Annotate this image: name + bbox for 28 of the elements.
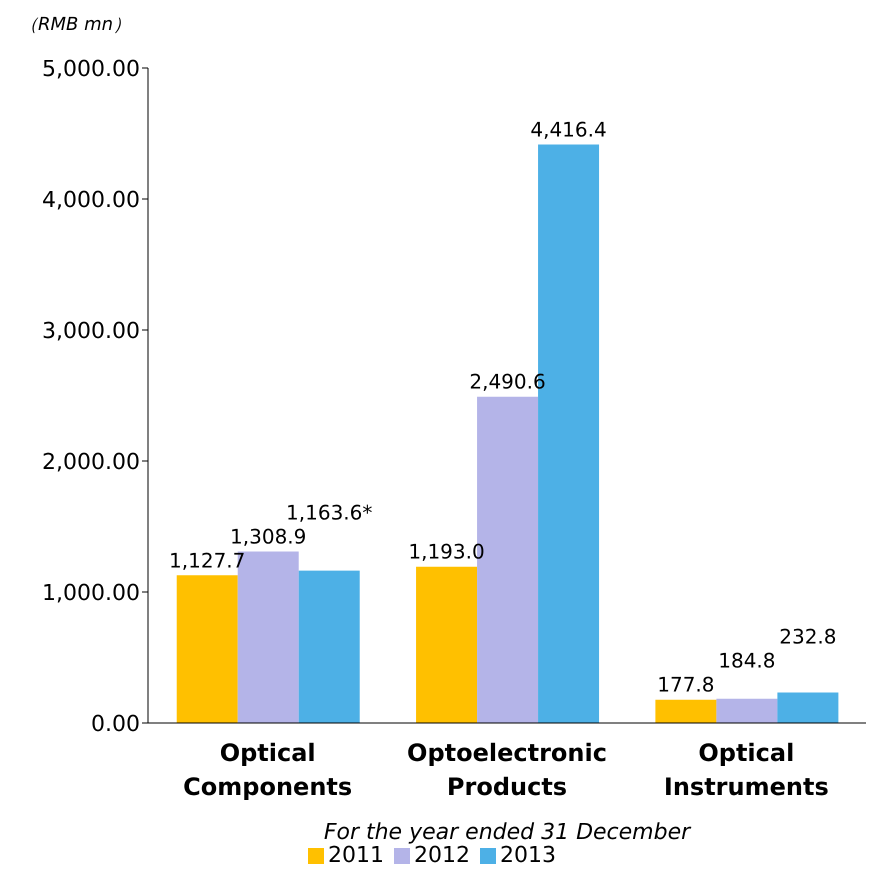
x-tick-label: Optical Components [183, 739, 352, 801]
y-tick-label: 1,000.00 [42, 580, 140, 606]
data-label: 4,416.4 [530, 117, 607, 142]
y-tick-label: 0.00 [91, 712, 140, 737]
y-tick-label: 4,000.00 [42, 188, 140, 213]
x-tick-label: Optoelectronic Products [407, 739, 607, 801]
data-label: 1,193.0 [408, 540, 485, 564]
data-label: 177.8 [657, 672, 715, 697]
y-tick-label: 3,000.00 [42, 318, 140, 344]
x-tick-label: Optical Instruments [664, 739, 829, 801]
bar [716, 698, 778, 723]
bar [416, 566, 478, 723]
data-label: 1,308.9 [230, 524, 306, 548]
x-axis-title: For the year ended 31 December [324, 820, 692, 845]
data-label: 1,163.6* [286, 500, 372, 524]
y-tick-label: 2,000.00 [42, 450, 140, 475]
data-label: 184.8 [718, 648, 776, 673]
bar [777, 692, 838, 723]
y-tick-label: 5,000.00 [42, 56, 140, 82]
bar [298, 570, 360, 723]
data-label: 232.8 [779, 624, 837, 649]
bar [655, 700, 716, 723]
bar [176, 575, 238, 723]
data-label: 1,127.7 [169, 548, 246, 572]
legend-label: 2011 [328, 843, 384, 868]
y-axis-title: （RMB mn） [20, 13, 132, 36]
legend-label: 2012 [414, 843, 470, 868]
legend-label: 2013 [500, 843, 556, 868]
